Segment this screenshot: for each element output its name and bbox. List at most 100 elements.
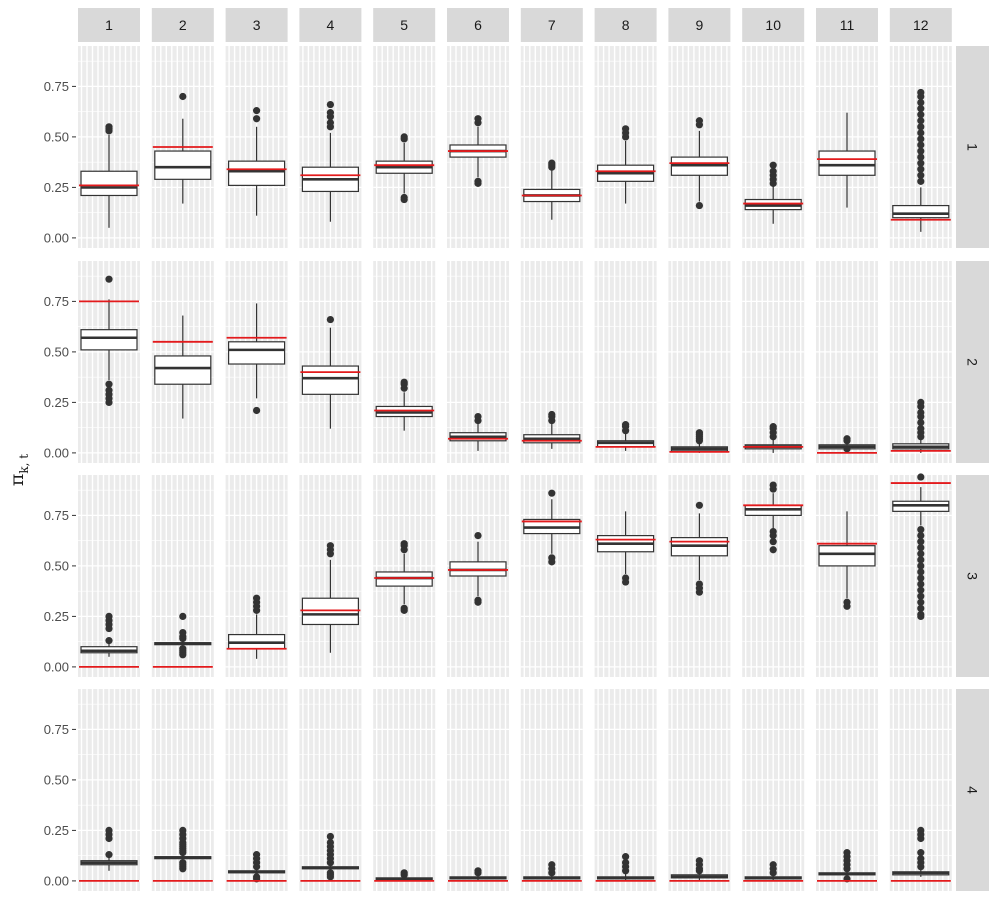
panel-r1-c4 [299, 46, 362, 248]
outlier-point [474, 115, 482, 123]
outlier-point [400, 540, 408, 548]
outlier-point [917, 568, 925, 576]
column-strip-label-1: 1 [105, 17, 113, 33]
outlier-point [917, 159, 925, 167]
panel-r2-c2 [151, 261, 214, 463]
panel-r3-c4 [299, 475, 362, 677]
outlier-point [326, 542, 334, 550]
outlier-point [105, 851, 113, 859]
outlier-point [917, 532, 925, 540]
outlier-point [474, 598, 482, 606]
panel-r1-c9 [668, 46, 731, 248]
outlier-point [105, 123, 113, 131]
outlier-point [326, 100, 334, 109]
column-strip-label-9: 9 [696, 17, 704, 33]
outlier-point [179, 92, 187, 101]
y-axis-layer: 0.00 0.25 0.50 0.75 0.00 0.25 0.50 0.75 0.00 0.25… [44, 79, 76, 888]
panel-r4-c1 [78, 689, 140, 891]
panel-r3-c9 [668, 475, 731, 677]
panel-r1-c8 [594, 46, 657, 248]
row-strip-label-3: 3 [965, 572, 981, 580]
outlier-point [917, 117, 925, 125]
panel-r3-c3 [225, 475, 288, 677]
box [154, 150, 212, 180]
panel-r3-c2 [151, 475, 214, 677]
box [818, 150, 876, 176]
outlier-point [917, 88, 925, 97]
outlier-point [179, 859, 187, 867]
box [301, 365, 359, 395]
outlier-point [622, 859, 630, 867]
outlier-point [400, 378, 408, 386]
panel-r4-c12 [889, 689, 952, 891]
column-strip-6 [447, 8, 509, 42]
outlier-point [622, 853, 630, 861]
outlier-point [769, 161, 777, 169]
outlier-point [326, 873, 334, 881]
outlier-point [917, 604, 925, 612]
outlier-point [843, 602, 851, 610]
outlier-point [917, 592, 925, 600]
y-axis-title-subscript: k, t [17, 454, 31, 474]
y-tick-label: 0.25 [44, 395, 69, 410]
outlier-point [843, 445, 851, 453]
outlier-point [179, 628, 187, 637]
outlier-point [917, 177, 925, 185]
y-axis-title-symbol: π [6, 474, 28, 487]
outlier-point [917, 141, 925, 149]
outlier-point [843, 435, 851, 443]
row-strip-label-4: 4 [965, 786, 981, 794]
outlier-point [105, 380, 113, 388]
panel-r2-c7 [520, 261, 583, 463]
y-tick-label: 0.75 [44, 79, 69, 94]
outlier-point [622, 125, 630, 133]
outlier-point [917, 129, 925, 137]
outlier-point [548, 558, 556, 566]
panel-r3-c7 [520, 475, 583, 677]
column-strip-2 [151, 8, 214, 42]
row-strip-2 [956, 261, 989, 463]
outlier-point [917, 135, 925, 143]
outlier-point [326, 119, 334, 127]
outlier-point [769, 538, 777, 546]
outlier-point [695, 429, 704, 437]
outlier-point [695, 857, 704, 865]
panel-r4-c3 [225, 689, 288, 891]
outlier-point [622, 421, 630, 429]
outlier-point [917, 105, 925, 113]
outlier-point [917, 111, 925, 119]
column-strip-12 [889, 8, 952, 42]
y-tick-label: 0.50 [44, 129, 69, 144]
outlier-point [474, 179, 482, 187]
column-strip-label-5: 5 [400, 17, 408, 33]
y-tick-label: 0.75 [44, 722, 69, 737]
outlier-point [843, 849, 851, 857]
outlier-point [548, 410, 556, 419]
column-strip-label-10: 10 [765, 17, 781, 33]
panel-r1-c6 [447, 46, 509, 248]
panel-r1-c1 [78, 46, 140, 248]
outlier-point [695, 501, 704, 509]
panel-r2-c10 [742, 261, 805, 463]
outlier-point [917, 473, 925, 481]
outlier-point [548, 489, 556, 497]
box [154, 355, 212, 385]
outlier-point [769, 167, 777, 175]
box [228, 341, 286, 365]
column-strip-label-2: 2 [179, 17, 187, 33]
panel-r1-c10 [742, 46, 805, 248]
box [228, 160, 286, 186]
panel-r3-c5 [373, 475, 436, 677]
outlier-point [917, 826, 925, 835]
panel-r2-c11 [816, 261, 878, 463]
column-strip-10 [742, 8, 805, 42]
outlier-point [769, 861, 777, 869]
outlier-point [917, 123, 925, 131]
outlier-point [105, 637, 113, 645]
box [80, 329, 138, 351]
outlier-point [917, 550, 925, 558]
y-axis-title: πk, t [6, 454, 31, 486]
outlier-point [474, 532, 482, 540]
outlier-point [326, 315, 334, 324]
